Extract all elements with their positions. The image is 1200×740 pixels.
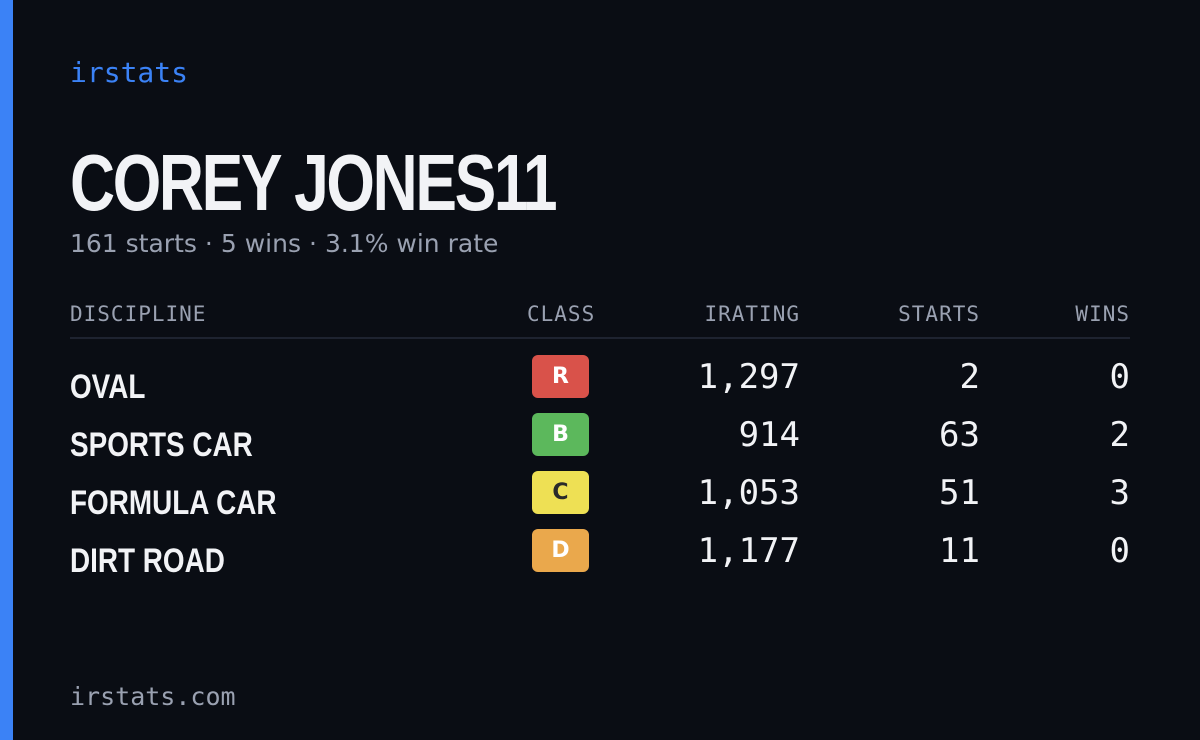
table-row: SPORTS CAR B 914 63 2 [70, 413, 1130, 471]
accent-bar [0, 0, 13, 740]
driver-name: COREY JONES11 [70, 138, 558, 227]
starts-value: 11 [939, 531, 980, 571]
header-discipline: DISCIPLINE [70, 302, 207, 326]
summary-starts: 161 starts [70, 229, 197, 258]
class-badge: R [532, 355, 589, 398]
table-header: DISCIPLINE CLASS IRATING STARTS WINS [70, 296, 1130, 339]
table-body: OVAL R 1,297 2 0 SPORTS CAR B 914 63 2 F… [70, 339, 1130, 587]
summary-wins: 5 wins [220, 229, 301, 258]
discipline-name: SPORTS CAR [70, 426, 253, 464]
brand-logo: irstats [70, 56, 189, 89]
class-badge: B [532, 413, 589, 456]
starts-value: 51 [939, 473, 980, 513]
discipline-name: DIRT ROAD [70, 542, 225, 580]
wins-value: 2 [1109, 415, 1130, 455]
header-wins: WINS [1075, 302, 1130, 326]
discipline-table: DISCIPLINE CLASS IRATING STARTS WINS OVA… [70, 296, 1130, 587]
irating-value: 1,177 [697, 531, 800, 571]
table-row: DIRT ROAD D 1,177 11 0 [70, 529, 1130, 587]
class-badge: C [532, 471, 589, 514]
wins-value: 0 [1109, 531, 1130, 571]
table-row: OVAL R 1,297 2 0 [70, 355, 1130, 413]
irating-value: 914 [738, 415, 800, 455]
header-class: CLASS [527, 302, 596, 326]
starts-value: 2 [959, 357, 980, 397]
irating-value: 1,053 [697, 473, 800, 513]
starts-value: 63 [939, 415, 980, 455]
driver-summary: 161 starts · 5 wins · 3.1% win rate [70, 226, 498, 262]
summary-win-rate: 3.1% win rate [324, 229, 499, 258]
class-badge: D [532, 529, 589, 572]
wins-value: 0 [1109, 357, 1130, 397]
discipline-name: OVAL [70, 368, 146, 406]
table-row: FORMULA CAR C 1,053 51 3 [70, 471, 1130, 529]
summary-separator: · [204, 229, 213, 258]
wins-value: 3 [1109, 473, 1130, 513]
header-starts: STARTS [898, 302, 980, 326]
discipline-name: FORMULA CAR [70, 484, 277, 522]
irating-value: 1,297 [697, 357, 800, 397]
header-irating: IRATING [704, 302, 800, 326]
footer-url: irstats.com [70, 682, 236, 711]
summary-separator: · [309, 229, 317, 258]
